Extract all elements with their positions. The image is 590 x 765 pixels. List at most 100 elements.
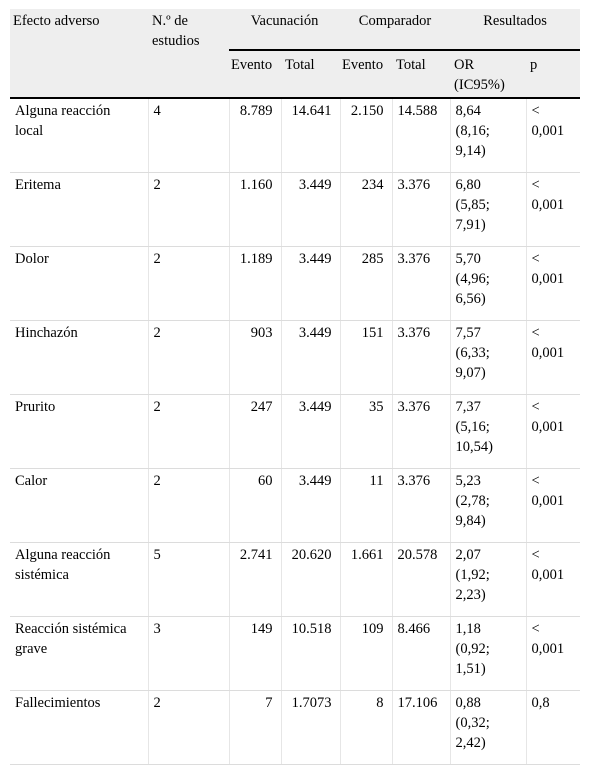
header-studies-line2: estudios <box>152 33 200 49</box>
cell-studies: 2 <box>147 394 229 469</box>
cell-comp-total-text: 3.376 <box>397 177 431 193</box>
cell-comp-event-text: 35 <box>369 399 384 415</box>
cell-or-text: 6,80 <box>455 177 481 193</box>
cell-studies: 2 <box>147 690 229 765</box>
cell-vac-total: 3.449 <box>280 468 341 543</box>
cell-studies: 2 <box>147 246 229 321</box>
cell-or-text: 8,64 <box>455 103 481 119</box>
cell-studies: 3 <box>147 616 229 691</box>
cell-p: <0,001 <box>525 468 581 543</box>
cell-comp-total-text: 14.588 <box>397 103 438 119</box>
cell-effect-text: Alguna reacción <box>15 103 111 119</box>
header-p: p <box>526 49 581 98</box>
cell-comp-total-text: 3.376 <box>397 325 431 341</box>
cell-vac-event-text: 149 <box>250 621 273 637</box>
cell-comp-event: 11 <box>339 468 393 543</box>
cell-p-text: 0,001 <box>531 493 565 509</box>
cell-p-text: 0,001 <box>531 345 565 361</box>
header-effect: Efecto adverso <box>10 9 148 98</box>
cell-comp-event: 109 <box>339 616 393 691</box>
cell-vac-event: 1.160 <box>228 172 281 247</box>
cell-p: <0,001 <box>525 99 581 173</box>
cell-vac-event: 2.741 <box>228 542 281 617</box>
cell-or: 5,23 (2,78; 9,84) <box>449 468 527 543</box>
cell-comp-total-text: 3.376 <box>397 473 431 489</box>
cell-comp-total: 3.376 <box>391 394 451 469</box>
cell-or-text: 1,18 <box>455 621 481 637</box>
table-row: Hinchazón 2 903 3.449 151 3.376 7,57 (6,33; 9,07… <box>10 320 581 395</box>
cell-effect: Alguna reacción local <box>10 99 148 173</box>
cell-effect: Eritema <box>10 172 148 247</box>
cell-comp-event-text: 285 <box>361 251 384 267</box>
cell-effect: Reacción sistémica grave <box>10 616 148 691</box>
cell-vac-event: 903 <box>228 320 281 395</box>
cell-p: <0,001 <box>525 320 581 395</box>
cell-comp-total-text: 17.106 <box>397 695 438 711</box>
cell-studies-text: 2 <box>153 695 161 711</box>
header-comp-event: Evento <box>340 49 393 98</box>
cell-or-text: 0,88 <box>455 695 481 711</box>
cell-vac-total: 14.641 <box>280 99 341 173</box>
cell-vac-event-text: 8.789 <box>239 103 273 119</box>
cell-vac-total: 3.449 <box>280 394 341 469</box>
cell-vac-total-text: 20.620 <box>291 547 332 563</box>
cell-studies-text: 3 <box>153 621 161 637</box>
cell-or-text: 2,07 <box>455 547 481 563</box>
table-row: Alguna reacción local 4 8.789 14.641 2.150 14.… <box>10 99 581 173</box>
table-body: Alguna reacción local 4 8.789 14.641 2.150 14.… <box>10 99 581 765</box>
cell-p: <0,001 <box>525 246 581 321</box>
cell-or-text: 1,51) <box>455 661 486 677</box>
header-or-line2: (IC95%) <box>454 76 505 93</box>
cell-effect-text: grave <box>15 641 48 657</box>
cell-studies-text: 2 <box>153 399 161 415</box>
cell-vac-event: 7 <box>228 690 281 765</box>
cell-vac-total: 20.620 <box>280 542 341 617</box>
cell-comp-total: 3.376 <box>391 468 451 543</box>
cell-or: 1,18 (0,92; 1,51) <box>449 616 527 691</box>
cell-p: <0,001 <box>525 172 581 247</box>
cell-p-text: 0,001 <box>531 271 565 287</box>
cell-effect: Prurito <box>10 394 148 469</box>
cell-p-text: < <box>531 399 540 415</box>
cell-or: 5,70 (4,96; 6,56) <box>449 246 527 321</box>
cell-p-text: 0,8 <box>531 695 550 711</box>
cell-comp-total: 3.376 <box>391 246 451 321</box>
cell-studies-text: 4 <box>153 103 161 119</box>
cell-p-text: 0,001 <box>531 641 565 657</box>
cell-or: 2,07 (1,92; 2,23) <box>449 542 527 617</box>
table-row: Alguna reacción sistémica 5 2.741 20.620 1.66… <box>10 542 581 617</box>
cell-or-text: (5,85; <box>455 197 490 213</box>
cell-p-text: < <box>531 325 540 341</box>
cell-or-text: 10,54) <box>455 439 493 455</box>
cell-vac-event-text: 60 <box>258 473 273 489</box>
cell-effect: Calor <box>10 468 148 543</box>
header-comparator: Comparador <box>340 9 451 51</box>
cell-studies-text: 2 <box>153 251 161 267</box>
cell-vac-event: 247 <box>228 394 281 469</box>
cell-vac-total-text: 3.449 <box>298 251 332 267</box>
cell-studies-text: 5 <box>153 547 161 563</box>
cell-p: 0,8 <box>525 690 581 765</box>
cell-comp-event: 285 <box>339 246 393 321</box>
cell-vac-total: 3.449 <box>280 172 341 247</box>
cell-or: 6,80 (5,85; 7,91) <box>449 172 527 247</box>
cell-vac-event-text: 1.160 <box>239 177 273 193</box>
cell-effect: Fallecimientos <box>10 690 148 765</box>
cell-or-text: (0,32; <box>455 715 490 731</box>
cell-p-text: < <box>531 251 540 267</box>
cell-studies: 2 <box>147 320 229 395</box>
cell-vac-event: 60 <box>228 468 281 543</box>
cell-vac-total: 10.518 <box>280 616 341 691</box>
cell-vac-event: 1.189 <box>228 246 281 321</box>
header-or: OR (IC95%) <box>450 49 527 98</box>
cell-or-text: (6,33; <box>455 345 490 361</box>
cell-vac-event-text: 247 <box>250 399 273 415</box>
cell-comp-total-text: 3.376 <box>397 251 431 267</box>
cell-or-text: 5,70 <box>455 251 481 267</box>
cell-or-text: (2,78; <box>455 493 490 509</box>
cell-comp-event: 35 <box>339 394 393 469</box>
cell-p-text: 0,001 <box>531 567 565 583</box>
cell-vac-event-text: 903 <box>250 325 273 341</box>
cell-or-text: 7,91) <box>455 217 486 233</box>
cell-p-text: 0,001 <box>531 123 565 139</box>
